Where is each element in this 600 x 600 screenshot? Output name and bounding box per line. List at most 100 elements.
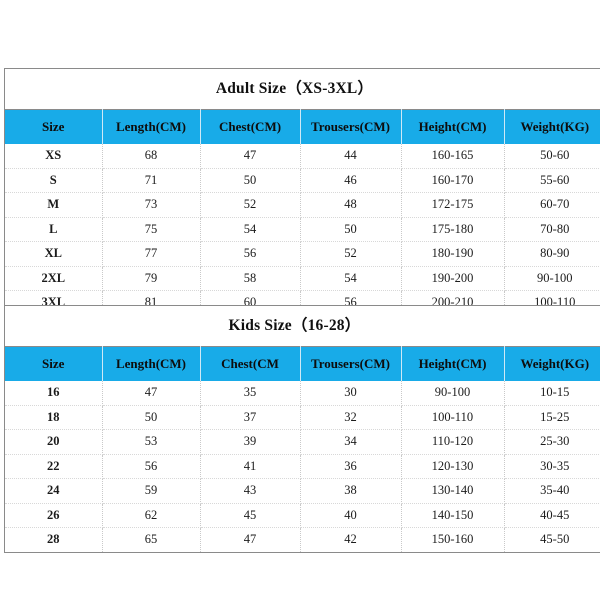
column-header-weight: Weight(KG) — [504, 109, 600, 144]
cell-height: 90-100 — [401, 381, 505, 406]
cell-length: 62 — [102, 503, 201, 528]
cell-trousers: 54 — [300, 266, 402, 291]
cell-length: 77 — [102, 241, 201, 267]
kids-size-table: Size Length(CM) Chest(CM Trousers(CM) He… — [5, 346, 600, 552]
cell-height: 100-110 — [401, 405, 505, 430]
table-row: 22 56 41 36 120-130 30-35 — [5, 454, 600, 479]
cell-weight: 90-100 — [504, 266, 600, 291]
cell-height: 190-200 — [401, 266, 505, 291]
table-row: M 73 52 48 172-175 60-70 — [5, 192, 600, 218]
cell-length: 79 — [102, 266, 201, 291]
cell-trousers: 42 — [300, 527, 402, 552]
cell-length: 68 — [102, 144, 201, 169]
kids-size-title: Kids Size（16-28） — [228, 317, 361, 334]
cell-height: 130-140 — [401, 478, 505, 504]
cell-chest: 43 — [200, 478, 301, 504]
cell-chest: 54 — [200, 217, 301, 242]
table-row: 20 53 39 34 110-120 25-30 — [5, 429, 600, 455]
table-row: 28 65 47 42 150-160 45-50 — [5, 527, 600, 552]
cell-size: 24 — [5, 478, 103, 504]
cell-weight: 70-80 — [504, 217, 600, 242]
cell-height: 160-165 — [401, 144, 505, 169]
cell-height: 175-180 — [401, 217, 505, 242]
column-header-height: Height(CM) — [401, 109, 505, 144]
table-row: L 75 54 50 175-180 70-80 — [5, 217, 600, 242]
cell-weight: 45-50 — [540, 532, 570, 547]
cell-trousers: 34 — [300, 429, 402, 455]
cell-length: 73 — [102, 192, 201, 218]
table-row: 26 62 45 40 140-150 40-45 — [5, 503, 600, 528]
cell-height: 110-120 — [401, 429, 505, 455]
cell-length: 71 — [102, 168, 201, 193]
cell-chest: 58 — [200, 266, 301, 291]
cell-weight: 30-35 — [504, 454, 600, 479]
cell-size: XS — [5, 144, 103, 169]
cell-size: 18 — [5, 405, 103, 430]
cell-length: 53 — [102, 429, 201, 455]
cell-trousers: 38 — [300, 478, 402, 504]
cell-weight: 40-45 — [504, 503, 600, 528]
cell-trousers: 32 — [300, 405, 402, 430]
table-header-row: Size Length(CM) Chest(CM) Trousers(CM) H… — [5, 109, 600, 144]
cell-size: 16 — [5, 381, 103, 406]
cell-weight: 35-40 — [504, 478, 600, 504]
column-header-length: Length(CM) — [102, 109, 201, 144]
cell-size: S — [5, 168, 103, 193]
cell-weight: 50-60 — [504, 144, 600, 169]
cell-length: 56 — [102, 454, 201, 479]
adult-size-table: Size Length(CM) Chest(CM) Trousers(CM) H… — [5, 109, 600, 315]
table-header-row: Size Length(CM) Chest(CM Trousers(CM) He… — [5, 346, 600, 381]
cell-chest: 37 — [200, 405, 301, 430]
table-row: 16 47 35 30 90-100 10-15 — [5, 381, 600, 406]
cell-chest: 56 — [200, 241, 301, 267]
cell-height: 172-175 — [401, 192, 505, 218]
adult-table-body: XS 68 47 44 160-165 50-60 S 71 50 46 160-170 55-60 M… — [5, 144, 600, 315]
cell-trousers: 30 — [300, 381, 402, 406]
adult-size-section: Adult Size（XS-3XL） Size Length(CM) Chest… — [4, 68, 600, 316]
column-header-size: Size — [5, 346, 103, 381]
cell-weight: 10-15 — [504, 381, 600, 406]
cell-length: 59 — [102, 478, 201, 504]
cell-weight: 15-25 — [504, 405, 600, 430]
table-row: 18 50 37 32 100-110 15-25 — [5, 405, 600, 430]
cell-chest: 35 — [200, 381, 301, 406]
column-header-trousers: Trousers(CM) — [300, 109, 402, 144]
table-row: XS 68 47 44 160-165 50-60 — [5, 144, 600, 169]
cell-size: 26 — [5, 503, 103, 528]
cell-chest: 50 — [200, 168, 301, 193]
cell-length: 65 — [102, 527, 201, 552]
column-header-height: Height(CM) — [401, 346, 505, 381]
cell-length: 50 — [102, 405, 201, 430]
cell-height: 120-130 — [401, 454, 505, 479]
cell-weight: 25-30 — [504, 429, 600, 455]
cell-chest: 45 — [200, 503, 301, 528]
cell-length: 47 — [102, 381, 201, 406]
cell-size: M — [5, 192, 103, 218]
cell-chest: 52 — [200, 192, 301, 218]
cell-chest: 39 — [200, 429, 301, 455]
cell-chest: 47 — [200, 144, 301, 169]
cell-trousers: 36 — [300, 454, 402, 479]
cell-height: 180-190 — [401, 241, 505, 267]
cell-size: L — [5, 217, 103, 242]
cell-trousers: 46 — [300, 168, 402, 193]
column-header-trousers: Trousers(CM) — [300, 346, 402, 381]
cell-trousers: 48 — [300, 192, 402, 218]
kids-size-section: Kids Size（16-28） Size Length(CM) Chest(C… — [4, 305, 600, 553]
cell-weight: 55-60 — [504, 168, 600, 193]
column-header-size: Size — [5, 109, 103, 144]
cell-trousers: 50 — [300, 217, 402, 242]
column-header-chest: Chest(CM — [200, 346, 301, 381]
table-row: S 71 50 46 160-170 55-60 — [5, 168, 600, 193]
column-header-length: Length(CM) — [102, 346, 201, 381]
cell-size: XL — [5, 241, 103, 267]
cell-height: 160-170 — [401, 168, 505, 193]
cell-trousers: 40 — [300, 503, 402, 528]
cell-weight: 60-70 — [504, 192, 600, 218]
cell-trousers: 52 — [300, 241, 402, 267]
adult-size-title: Adult Size（XS-3XL） — [215, 80, 374, 97]
table-row: 2XL 79 58 54 190-200 90-100 — [5, 266, 600, 291]
kids-table-body: 16 47 35 30 90-100 10-15 18 50 37 32 100-110 15-25 2… — [5, 381, 600, 552]
cell-height: 140-150 — [401, 503, 505, 528]
